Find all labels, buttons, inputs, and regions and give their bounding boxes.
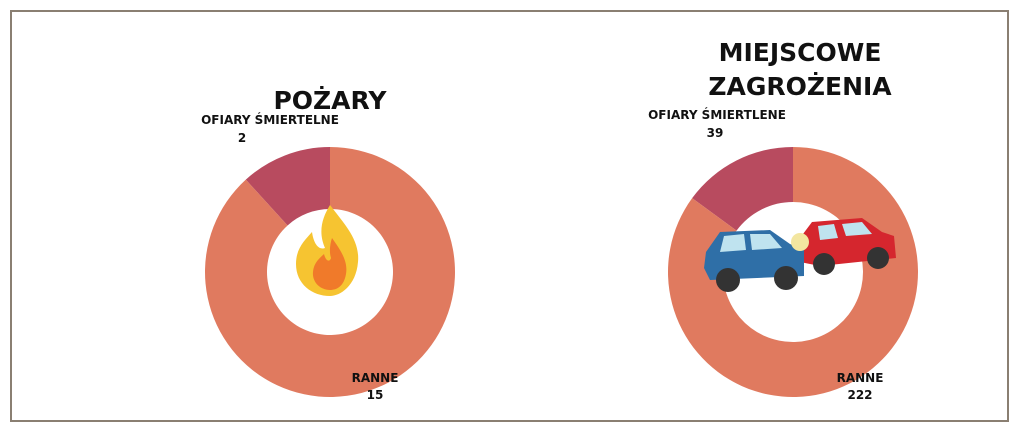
slice-value: 15: [366, 388, 384, 402]
donut-slice: [692, 147, 793, 231]
donut-slice: [668, 146, 919, 397]
slice-label: OFIARY ŚMIERTLENE: [648, 108, 786, 122]
chart-title: POŻARY: [273, 86, 387, 115]
slice-value: 39: [706, 126, 724, 140]
slice-value: 222: [847, 388, 873, 402]
slice-label: RANNE: [351, 371, 399, 385]
donut-slice: [205, 147, 456, 398]
donut-slice: [245, 147, 330, 226]
car-crash-icon: [704, 218, 896, 292]
slice-label: RANNE: [836, 371, 884, 385]
slice-value: 2: [237, 131, 247, 145]
chart-title: MIEJSCOWE ZAGROŻENIA: [708, 38, 892, 101]
donut-chart: [668, 146, 919, 397]
donut-chart: [205, 147, 456, 398]
fire-icon: [296, 205, 359, 296]
slice-label: OFIARY ŚMIERTELNE: [201, 113, 339, 127]
